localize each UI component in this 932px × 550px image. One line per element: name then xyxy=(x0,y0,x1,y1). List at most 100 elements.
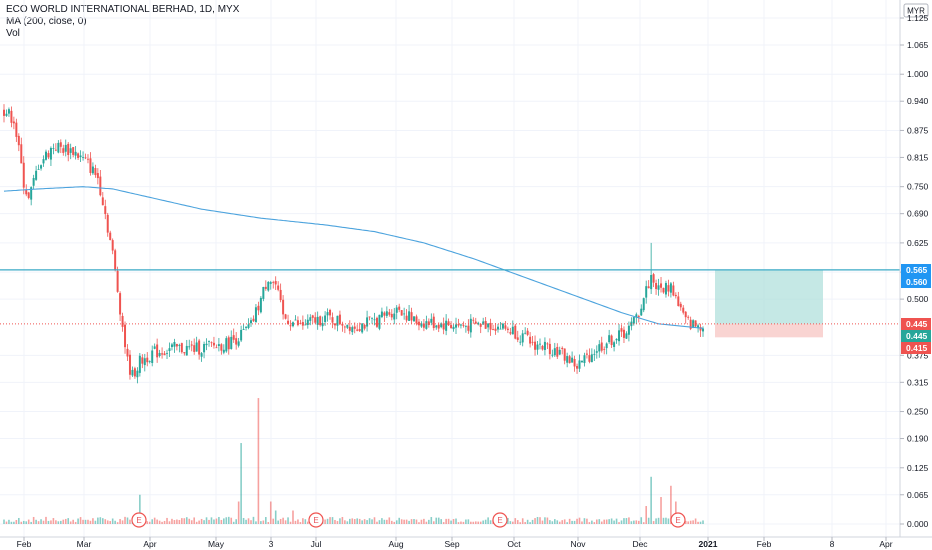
candle-body xyxy=(309,317,312,321)
volume-bar xyxy=(549,520,551,524)
candle-body xyxy=(378,314,381,329)
candle-body xyxy=(119,293,122,315)
volume-bar xyxy=(173,520,176,524)
ma-indicator-label[interactable]: MA (200, close, 0) xyxy=(6,16,87,27)
candle-body xyxy=(553,348,556,356)
candle-body xyxy=(534,341,537,350)
candle-body xyxy=(64,144,67,152)
volume-bar xyxy=(363,519,366,524)
candle-body xyxy=(608,335,611,343)
candle-body xyxy=(136,370,139,378)
candle-body xyxy=(210,342,213,344)
candle-body xyxy=(573,359,576,367)
candle-body xyxy=(326,312,329,316)
candle-body xyxy=(131,369,134,376)
candle-body xyxy=(193,345,196,352)
volume-bar xyxy=(92,518,94,524)
volume-bar xyxy=(223,518,225,524)
candle-body xyxy=(338,314,341,325)
volume-bar xyxy=(230,517,233,524)
volume-bar xyxy=(67,518,70,524)
candle-body xyxy=(111,240,114,251)
candle-body xyxy=(296,320,299,326)
volume-bar xyxy=(667,518,670,524)
candle-body xyxy=(462,325,465,326)
volume-bar xyxy=(457,522,460,524)
volume-bar xyxy=(269,501,272,524)
volume-bar xyxy=(242,517,245,524)
volume-bar xyxy=(257,398,260,524)
candle-body xyxy=(635,314,638,318)
candle-body xyxy=(361,323,364,333)
candle-body xyxy=(222,349,225,353)
y-tick-label: 1.125 xyxy=(907,13,929,23)
candle-body xyxy=(450,325,453,328)
candle-body xyxy=(200,353,203,357)
candle-body xyxy=(632,317,635,324)
volume-bar xyxy=(618,522,620,524)
volume-bar xyxy=(153,517,156,524)
volume-bar xyxy=(188,518,191,524)
candle-body xyxy=(104,206,107,215)
candle-body xyxy=(343,326,346,328)
candle-body xyxy=(49,147,52,160)
y-tick-label: 0.815 xyxy=(907,152,929,162)
volume-bar xyxy=(102,518,104,524)
candle-body xyxy=(269,282,272,284)
candle-body xyxy=(324,315,327,323)
volume-bar xyxy=(151,519,153,524)
volume-bar xyxy=(413,519,415,524)
volume-bar xyxy=(341,516,344,524)
volume-indicator-label[interactable]: Vol xyxy=(6,28,20,39)
candle-body xyxy=(556,346,559,357)
volume-bar xyxy=(277,520,279,524)
candle-body xyxy=(415,316,418,324)
x-tick-label: 3 xyxy=(269,539,274,549)
candle-body xyxy=(306,319,309,325)
volume-bar xyxy=(450,520,452,524)
candle-body xyxy=(672,285,675,296)
volume-bar xyxy=(37,521,40,524)
candle-body xyxy=(35,170,38,180)
time-axis[interactable]: Feb Mar Apr May 3 Jul Aug Sep Oct Nov Dec 2021 Feb 8 A… xyxy=(0,536,932,549)
volume-bar xyxy=(405,519,408,524)
x-tick-label: Apr xyxy=(879,539,892,549)
volume-bar xyxy=(200,518,203,524)
volume-bar xyxy=(15,519,18,524)
candle-body xyxy=(17,135,20,146)
candle-body xyxy=(464,326,467,327)
candle-body xyxy=(642,298,645,311)
candle-body xyxy=(99,176,102,196)
volume-bar xyxy=(262,520,265,524)
volume-bar xyxy=(35,519,37,524)
volume-bar xyxy=(146,521,149,524)
volume-bar xyxy=(544,517,546,524)
volume-bar xyxy=(158,520,161,524)
symbol-title[interactable]: ECO WORLD INTERNATIONAL BERHAD, 1D, MYX xyxy=(6,4,240,15)
stop-loss-zone xyxy=(715,323,823,338)
x-tick-label: May xyxy=(208,539,225,549)
volume-bar xyxy=(635,520,638,524)
volume-bar xyxy=(460,521,462,524)
price-tag-background xyxy=(901,318,931,330)
candle-body xyxy=(173,342,176,347)
volume-bar xyxy=(435,517,438,524)
candle-body xyxy=(314,317,317,323)
candle-body xyxy=(484,320,487,329)
candle-body xyxy=(662,287,665,293)
x-tick-label: Dec xyxy=(632,539,648,549)
x-tick-label: 8 xyxy=(830,539,835,549)
volume-bar xyxy=(215,518,218,524)
volume-bar xyxy=(307,521,309,524)
volume-bar xyxy=(596,519,598,524)
earnings-marker-circle xyxy=(670,512,686,528)
candle-body xyxy=(427,321,430,325)
candle-body xyxy=(494,328,497,331)
currency-badge[interactable] xyxy=(903,3,929,18)
volume-bar xyxy=(185,517,188,524)
volume-bar xyxy=(581,521,583,524)
volume-bar xyxy=(430,517,433,524)
price-tag-background xyxy=(901,330,931,342)
volume-bar xyxy=(245,519,247,524)
